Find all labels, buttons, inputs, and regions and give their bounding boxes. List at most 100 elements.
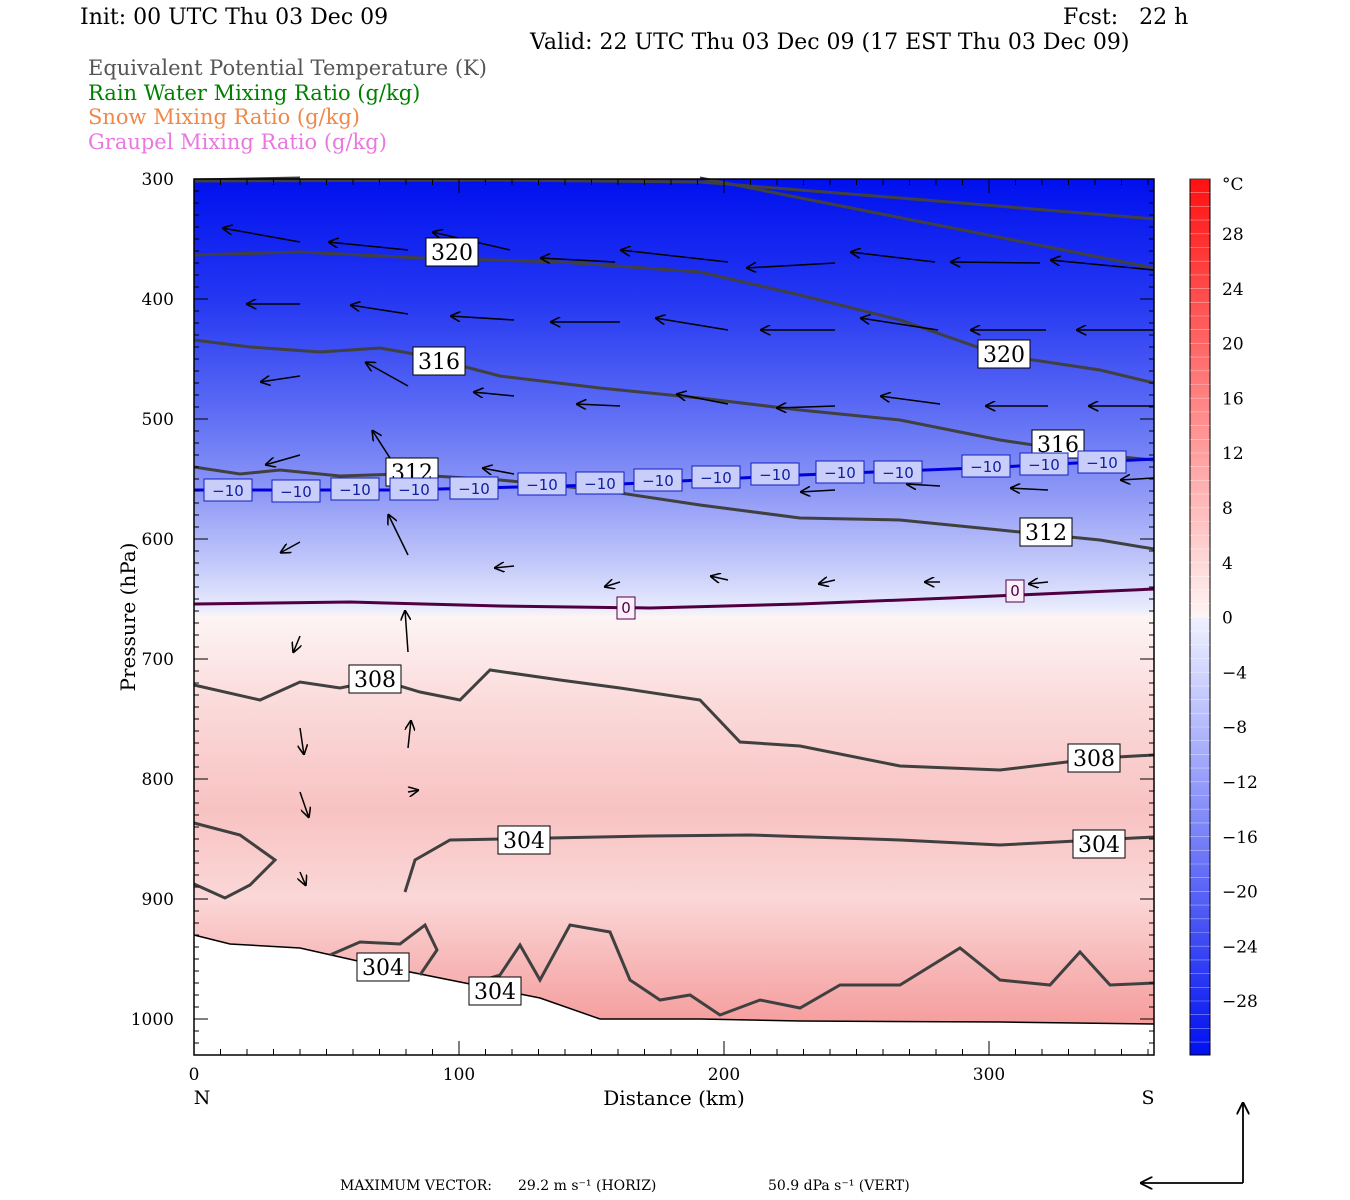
colorbar-tick-label: −8 (1222, 718, 1247, 738)
wind-vector (576, 404, 621, 406)
wind-vector (222, 228, 301, 243)
isotherm-minus10-label: −10 (584, 475, 616, 493)
y-tick-label: 1000 (131, 1010, 174, 1030)
isotherm-minus10-label: −10 (1028, 456, 1060, 474)
x-axis-label: Distance (km) (603, 1086, 745, 1110)
wind-vector (260, 376, 301, 382)
wind-vector (293, 635, 300, 653)
theta-e-line-top (193, 178, 1155, 221)
max-vector-label: MAXIMUM VECTOR: (340, 1178, 492, 1194)
svg-text:304: 304 (1078, 833, 1120, 858)
isotherm-minus10-label: −10 (280, 483, 312, 501)
x-tick-label: 300 (973, 1065, 1005, 1085)
svg-text:304: 304 (474, 980, 516, 1005)
colorbar-tick-label: 20 (1222, 335, 1244, 355)
x-tick-labels: 0 100 200 300 (189, 1065, 1006, 1085)
temperature-field (194, 179, 1154, 1055)
plot-frame (193, 178, 1155, 1056)
isotherm-minus10-label: −10 (1086, 454, 1118, 472)
wind-vector (494, 566, 515, 568)
isotherm-minus10-label: −10 (458, 480, 490, 498)
isotherm-minus10-box (271, 479, 321, 503)
isotherm-minus10-box (449, 476, 499, 500)
theta-e-line-304 (193, 821, 1155, 900)
colorbar-tick-label: −16 (1222, 828, 1258, 848)
svg-text:304: 304 (362, 956, 404, 981)
wind-vector (1028, 582, 1049, 584)
isotherm-zero-label: 0 (1010, 582, 1020, 600)
theta-label: 312 (1019, 517, 1073, 547)
wind-vector (1120, 478, 1155, 480)
north-label: N (194, 1087, 211, 1109)
wind-vector (299, 791, 309, 818)
theta-label: 304 (468, 976, 522, 1006)
theta-e-line-316 (193, 338, 1155, 462)
axis-ticks (193, 178, 1154, 1056)
isotherm-zero-box (1005, 579, 1025, 603)
theta-label: 316 (412, 346, 466, 376)
isotherm-zero-box (616, 596, 636, 620)
colorbar-tick-label: −24 (1222, 937, 1258, 957)
terrain-outline (193, 934, 1155, 1025)
wind-vector (328, 242, 409, 251)
max-vector-horiz: 29.2 m s⁻¹ (HORIZ) (518, 1178, 657, 1194)
x-tick-label: 0 (189, 1065, 200, 1085)
isotherm-minus10-box (961, 454, 1011, 478)
theta-label: 304 (497, 825, 551, 855)
isotherm-minus10-box (517, 472, 567, 496)
isotherm-minus10-box (330, 477, 380, 501)
isotherm-minus10-box (203, 478, 253, 502)
isotherm-minus10-box (1077, 450, 1127, 474)
svg-text:316: 316 (418, 350, 460, 375)
legend-rain-water: Rain Water Mixing Ratio (g/kg) (88, 81, 421, 105)
isotherm-minus10-label: −10 (700, 469, 732, 487)
wind-vector (676, 394, 729, 405)
theta-label: 308 (348, 664, 402, 694)
colorbar: °C 28 24 20 16 12 8 4 0 −4 −8 −12 −16 −20 −24 −28 (1189, 175, 1258, 1056)
wind-vector (265, 454, 301, 465)
colorbar-bands (1190, 178, 1210, 1043)
svg-text:320: 320 (983, 343, 1025, 368)
svg-text:308: 308 (1073, 747, 1115, 772)
wind-vector (880, 396, 941, 405)
colorbar-tick-label: 24 (1222, 280, 1244, 300)
isotherm-minus10-box (633, 468, 683, 492)
theta-label: 320 (977, 339, 1031, 369)
x-tick-label: 100 (443, 1065, 475, 1085)
wind-vector (450, 316, 515, 320)
wind-vector (300, 871, 306, 886)
wind-vector (405, 610, 408, 653)
wind-vector (655, 318, 729, 331)
legend-theta-e: Equivalent Potential Temperature (K) (88, 56, 487, 80)
wind-vector (850, 252, 936, 263)
wind-vector (906, 484, 941, 486)
y-tick-label: 900 (142, 890, 174, 910)
colorbar-tick-label: −28 (1222, 992, 1258, 1012)
theta-label: 304 (356, 952, 410, 982)
wind-vector (860, 318, 939, 331)
isotherm-minus10-box (873, 460, 923, 484)
wind-vector (300, 727, 304, 755)
plot-area (193, 179, 1155, 1055)
isotherm-minus10-label: −10 (212, 482, 244, 500)
colorbar-unit: °C (1222, 175, 1244, 195)
max-vector-vert: 50.9 dPa s⁻¹ (VERT) (768, 1178, 910, 1194)
valid-time: Valid: 22 UTC Thu 03 Dec 09 (17 EST Thu … (530, 30, 1130, 55)
colorbar-tick-label: 28 (1222, 225, 1244, 245)
isotherm-minus10-label: −10 (339, 481, 371, 499)
theta-e-line-304-low (329, 922, 1155, 1017)
isotherm-minus10-label: −10 (398, 481, 430, 499)
isotherm-minus10-box (750, 462, 800, 486)
wind-vector (482, 468, 515, 474)
isotherm-minus10-label: −10 (526, 476, 558, 494)
colorbar-labels: 28 24 20 16 12 8 4 0 −4 −8 −12 −16 −20 −24 −28 (1222, 225, 1258, 1012)
init-time: Init: 00 UTC Thu 03 Dec 09 (80, 5, 389, 30)
x-tick-label: 200 (708, 1065, 740, 1085)
wind-vector (365, 362, 409, 387)
isotherm-minus10-box (389, 477, 439, 501)
wind-vector (620, 250, 729, 263)
colorbar-tick-label: −12 (1222, 773, 1258, 793)
south-label: S (1141, 1087, 1154, 1109)
y-tick-label: 300 (142, 170, 174, 190)
